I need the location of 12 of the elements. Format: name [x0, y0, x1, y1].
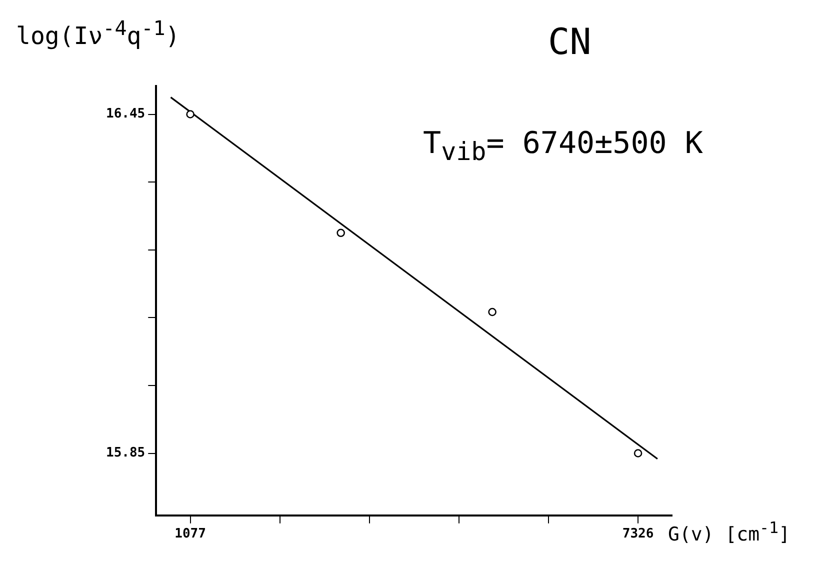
y-axis-title: log(Iν$^{-4}$q$^{-1}$) [16, 16, 180, 50]
x-tick-label: 1077 [174, 526, 206, 542]
annotation: T$_{vib}$= 6740±500 K [423, 126, 703, 166]
point [336, 228, 345, 238]
point [488, 308, 496, 316]
x-axis-title: G(v) [cm$^{-1}$] [668, 518, 790, 546]
point [186, 110, 194, 118]
y-tick-label: 16.45 [106, 106, 146, 122]
x-tick-label: 7326 [622, 526, 654, 542]
chart-title: CN [548, 22, 592, 63]
y-tick-label: 15.85 [106, 446, 146, 461]
point [634, 449, 642, 458]
